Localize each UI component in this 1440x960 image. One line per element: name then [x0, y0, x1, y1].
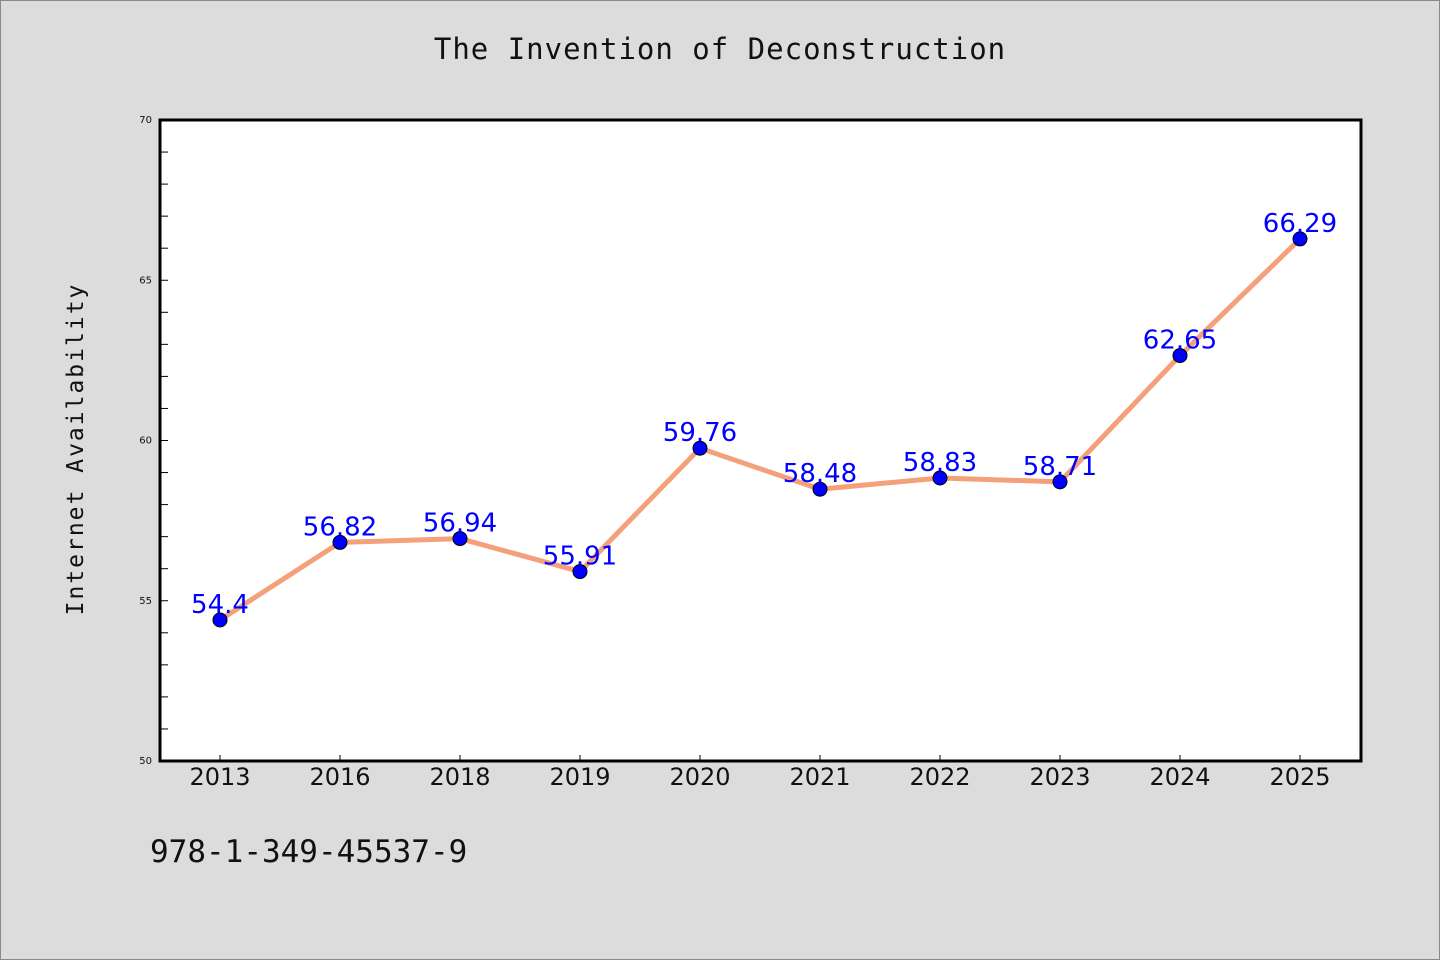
- x-tick-label: 2018: [429, 763, 490, 791]
- data-point: [932, 470, 948, 486]
- data-label: 58.48: [783, 459, 857, 489]
- data-point: [1172, 348, 1188, 364]
- y-tick-label: 65: [139, 275, 152, 286]
- x-tick-label: 2020: [669, 763, 730, 791]
- data-label: 58.71: [1023, 452, 1097, 482]
- y-tick-label: 55: [139, 596, 152, 607]
- data-label: 58.83: [903, 448, 977, 478]
- x-tick-label: 2019: [549, 763, 610, 791]
- isbn-code: 978-1-349-45537-9: [150, 834, 468, 870]
- data-point: [212, 612, 228, 628]
- x-tick-label: 2025: [1269, 763, 1330, 791]
- x-tick-label: 2013: [189, 763, 250, 791]
- y-tick-label: 70: [139, 115, 152, 126]
- series-layer: 54.4 56.82 56.94 55.91 59.76 58.48 58.83 58.71 6…: [191, 209, 1337, 628]
- data-label: 59.76: [663, 418, 737, 448]
- data-point: [1292, 231, 1308, 247]
- data-point: [572, 564, 588, 580]
- data-label: 54.4: [191, 590, 249, 620]
- y-tick-label: 50: [139, 756, 152, 767]
- data-label: 55.91: [543, 542, 617, 572]
- data-point: [1052, 474, 1068, 490]
- data-point: [692, 440, 708, 456]
- series-line: [217, 236, 1303, 623]
- data-point: [452, 531, 468, 547]
- data-label: 62.65: [1143, 326, 1217, 356]
- plot-area: [158, 118, 1363, 763]
- x-tick-label: 2024: [1149, 763, 1210, 791]
- x-tick-label: 2021: [789, 763, 850, 791]
- data-point: [332, 534, 348, 550]
- data-point: [812, 481, 828, 497]
- y-axis-ticks: 50 55 60 65 70: [139, 115, 168, 767]
- x-tick-label: 2016: [309, 763, 370, 791]
- data-label: 56.94: [423, 509, 497, 539]
- x-tick-label: 2023: [1029, 763, 1090, 791]
- data-label: 56.82: [303, 512, 377, 542]
- x-tick-label: 2022: [909, 763, 970, 791]
- y-tick-label: 60: [139, 436, 152, 447]
- x-axis-ticks: 2013 2016 2018 2019 2020 2021 2022 2023 2024 2025: [189, 755, 1331, 791]
- data-label: 66.29: [1263, 209, 1337, 239]
- chart-title: The Invention of Deconstruction: [433, 32, 1007, 66]
